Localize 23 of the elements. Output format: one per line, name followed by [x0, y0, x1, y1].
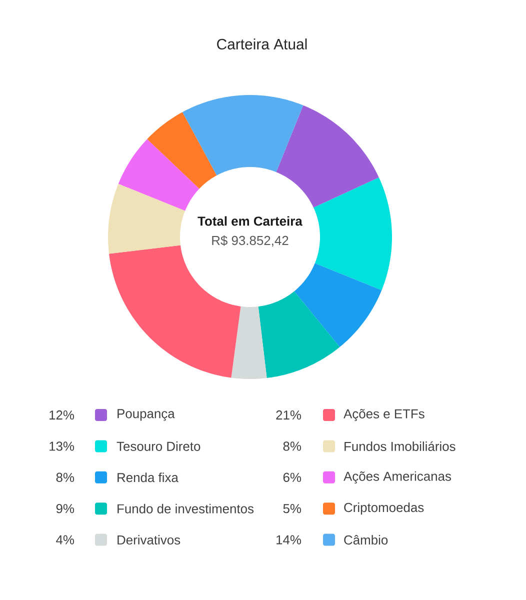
data-label: 8% [283, 442, 302, 451]
data-label: 21% [276, 410, 302, 420]
legend-label: Derivativos [118, 535, 180, 545]
text: R$ 93.852,42 [212, 235, 288, 247]
legend-label: Ações Americanas [344, 471, 452, 484]
data-label: 13% [50, 442, 74, 451]
legend-label: Ações e ETFs [344, 408, 424, 422]
chart-title: Carteira Atual [217, 38, 307, 50]
data-label: 4% [56, 535, 74, 544]
legend-label: Câmbio [344, 535, 388, 545]
data-label: 6% [283, 472, 302, 482]
data-label: 12% [50, 410, 74, 420]
legend-label: Criptomoedas [344, 502, 424, 515]
text: Total em Carteira [198, 216, 302, 226]
data-label: 9% [56, 504, 74, 514]
data-label: 8% [56, 472, 74, 482]
data-label: 5% [283, 504, 302, 514]
legend-label: Poupança [118, 409, 175, 421]
legend-label: Fundo de investimentos [118, 504, 254, 514]
legend-label: Fundos Imobiliários [344, 441, 456, 452]
data-label: 14% [276, 535, 302, 544]
legend-label: Renda fixa [118, 472, 178, 482]
legend-label: Tesouro Direto [116, 441, 200, 451]
